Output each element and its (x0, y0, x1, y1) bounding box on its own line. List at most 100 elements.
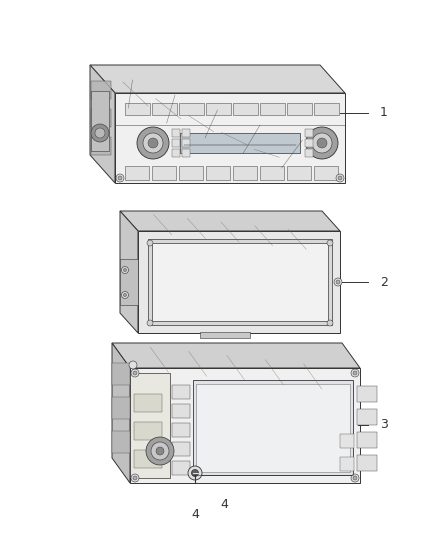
Bar (200, 332, 250, 338)
Polygon shape (90, 65, 345, 93)
Bar (233, 103, 258, 115)
Bar (130, 373, 170, 478)
Circle shape (121, 292, 128, 298)
Bar (182, 149, 190, 157)
Bar (134, 450, 162, 468)
Bar (152, 166, 176, 180)
Circle shape (143, 133, 163, 153)
Bar (305, 149, 313, 157)
Text: 3: 3 (380, 418, 388, 432)
Bar (260, 103, 285, 115)
Bar (112, 431, 130, 453)
Circle shape (317, 138, 327, 148)
Circle shape (116, 174, 124, 182)
Bar (206, 166, 230, 180)
Bar (125, 103, 150, 115)
Circle shape (188, 466, 202, 480)
Bar (179, 103, 204, 115)
Bar (206, 103, 231, 115)
Circle shape (129, 361, 137, 369)
Bar (357, 432, 377, 448)
Circle shape (91, 124, 109, 142)
Bar (112, 363, 130, 385)
Bar (134, 422, 162, 440)
Circle shape (124, 269, 127, 271)
Bar (233, 166, 257, 180)
Polygon shape (120, 211, 138, 333)
Circle shape (353, 476, 357, 480)
Circle shape (312, 133, 332, 153)
Circle shape (121, 266, 128, 273)
Bar (182, 139, 190, 147)
Bar (172, 149, 180, 157)
Bar (305, 129, 313, 137)
Circle shape (133, 476, 137, 480)
Polygon shape (120, 211, 340, 231)
Bar (314, 166, 338, 180)
Circle shape (147, 320, 153, 326)
Bar (152, 103, 177, 115)
Bar (172, 461, 190, 475)
Bar (305, 139, 313, 147)
Bar (357, 409, 377, 425)
Text: 1: 1 (380, 107, 388, 119)
Bar (179, 166, 203, 180)
Circle shape (148, 138, 158, 148)
Circle shape (353, 371, 357, 375)
Circle shape (351, 474, 359, 482)
Bar (148, 239, 332, 325)
Bar (172, 385, 190, 399)
Circle shape (147, 240, 153, 246)
Circle shape (146, 437, 174, 465)
Circle shape (351, 369, 359, 377)
Bar (138, 231, 340, 333)
Circle shape (151, 442, 169, 460)
Bar (196, 384, 350, 472)
Bar (172, 129, 180, 137)
Circle shape (327, 240, 333, 246)
Bar (314, 103, 339, 115)
Polygon shape (90, 65, 115, 183)
Bar (120, 259, 138, 305)
Circle shape (336, 174, 344, 182)
Bar (180, 133, 300, 153)
Bar (172, 139, 180, 147)
Bar (340, 457, 354, 471)
Bar (125, 166, 149, 180)
Bar (112, 397, 130, 419)
Bar (340, 434, 354, 448)
Circle shape (124, 294, 127, 296)
Circle shape (191, 470, 198, 477)
Bar (91, 91, 109, 151)
Polygon shape (112, 343, 360, 368)
Circle shape (327, 320, 333, 326)
Circle shape (131, 474, 139, 482)
Bar (260, 166, 284, 180)
Bar (357, 455, 377, 471)
Circle shape (336, 280, 340, 284)
Bar (91, 109, 111, 127)
Circle shape (131, 369, 139, 377)
Bar (172, 442, 190, 456)
Polygon shape (112, 343, 130, 483)
Bar (172, 423, 190, 437)
Circle shape (334, 278, 342, 286)
Bar (357, 386, 377, 402)
Circle shape (338, 176, 342, 180)
Text: 2: 2 (380, 276, 388, 288)
Text: 4: 4 (191, 508, 199, 521)
Bar (182, 129, 190, 137)
Circle shape (133, 371, 137, 375)
Bar (130, 368, 360, 483)
Bar (134, 394, 162, 412)
Bar (115, 93, 345, 183)
Bar (91, 81, 111, 99)
Bar (287, 166, 311, 180)
Bar (172, 404, 190, 418)
Bar (152, 243, 328, 321)
Bar (193, 380, 353, 475)
Bar (287, 103, 312, 115)
Text: 4: 4 (220, 498, 228, 512)
Circle shape (118, 176, 122, 180)
Circle shape (306, 127, 338, 159)
